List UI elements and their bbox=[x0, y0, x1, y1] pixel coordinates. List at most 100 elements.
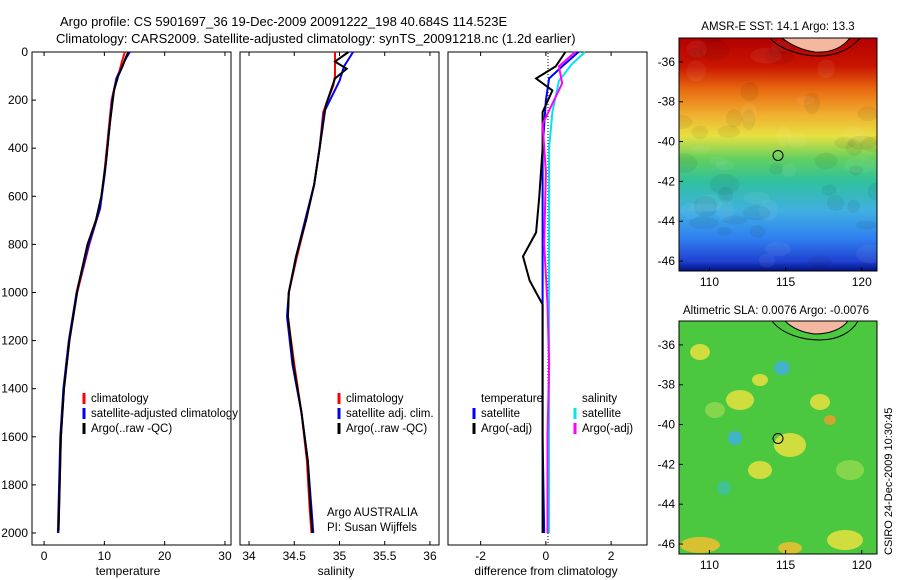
texture-blob bbox=[680, 202, 702, 219]
texture-blob bbox=[764, 48, 795, 65]
series-line bbox=[57, 51, 130, 531]
texture-blob bbox=[860, 136, 877, 153]
header-line1: Argo profile: CS 5901697_36 19-Dec-2009 … bbox=[60, 14, 507, 29]
legend-label: satellite bbox=[582, 408, 621, 420]
y-tick-label: 0 bbox=[21, 45, 28, 59]
texture-blob bbox=[781, 163, 797, 177]
legend-label: satellite bbox=[481, 408, 520, 420]
sla-anomaly-blob bbox=[774, 433, 806, 457]
x-tick-label: 30 bbox=[218, 549, 232, 563]
texture-blob bbox=[740, 82, 759, 102]
sla-anomaly-blob bbox=[752, 374, 768, 386]
sst-field bbox=[679, 38, 877, 271]
salinity-axes-frame bbox=[239, 51, 440, 546]
legend-heading: salinity bbox=[582, 393, 617, 405]
texture-blob bbox=[788, 132, 808, 149]
sla-map-title: Altimetric SLA: 0.0076 Argo: -0.0076 bbox=[683, 305, 869, 317]
sst-map-panel: AMSR-E SST: 14.1 Argo: 13.3 110 115 120 -36… bbox=[658, 21, 878, 289]
map-y-tick-label: -42 bbox=[658, 174, 676, 188]
salinity-annotation-1: Argo AUSTRALIA bbox=[327, 507, 418, 519]
texture-blob bbox=[693, 195, 718, 218]
legend-label: satellite adj. clim. bbox=[346, 408, 434, 420]
map-y-tick-label: -46 bbox=[658, 537, 676, 551]
legend-label: climatology bbox=[91, 393, 149, 405]
texture-blob bbox=[679, 153, 698, 174]
sla-anomaly-blob bbox=[728, 431, 742, 445]
header-line2: Climatology: CARS2009. Satellite-adjuste… bbox=[56, 31, 576, 46]
sst-argo-marker bbox=[772, 149, 784, 161]
texture-blob bbox=[679, 114, 693, 129]
salinity-annotation-2: PI: Susan Wijffels bbox=[327, 522, 417, 534]
sla-anomaly-blob bbox=[705, 402, 725, 418]
texture-blob bbox=[759, 253, 775, 268]
map-y-tick-label: -44 bbox=[658, 497, 676, 511]
x-tick-label: 36 bbox=[423, 549, 437, 563]
texture-blob bbox=[709, 156, 728, 166]
texture-blob bbox=[856, 220, 877, 230]
x-tick-label: 0 bbox=[41, 549, 48, 563]
temperature-panel: 0 200 400 600 800 1000 1200 1400 1600 1800 2000 0 1… bbox=[1, 45, 238, 578]
texture-blob bbox=[804, 92, 820, 115]
sst-contour bbox=[769, 38, 861, 57]
texture-blob bbox=[814, 152, 838, 170]
sla-anomaly-blob bbox=[827, 530, 863, 550]
y-tick-label: 800 bbox=[8, 237, 28, 251]
texture-blob bbox=[749, 225, 766, 238]
sla-map-panel: Altimetric SLA: 0.0076 Argo: -0.0076 110… bbox=[658, 305, 878, 572]
texture-blob bbox=[847, 135, 877, 150]
texture-blob bbox=[696, 194, 723, 212]
texture-blob bbox=[768, 162, 784, 175]
texture-blob bbox=[690, 145, 711, 154]
sst-texture bbox=[679, 38, 877, 269]
sla-anomaly-blob bbox=[726, 390, 754, 410]
legend-label: climatology bbox=[346, 393, 404, 405]
texture-blob bbox=[821, 184, 837, 196]
texture-blob bbox=[741, 102, 757, 124]
y-tick-label: 400 bbox=[8, 141, 28, 155]
x-tick-label: 35 bbox=[333, 549, 347, 563]
texture-blob bbox=[807, 255, 832, 269]
texture-blob bbox=[867, 182, 877, 201]
sla-anomaly-blob bbox=[810, 394, 830, 410]
legend-label: Argo(-adj) bbox=[481, 423, 532, 435]
x-tick-label: 34 bbox=[242, 549, 256, 563]
sst-map-frame bbox=[678, 37, 878, 272]
texture-blob bbox=[843, 125, 866, 144]
difference-panel: -2 0 2 difference from climatology tempera… bbox=[447, 51, 648, 578]
texture-blob bbox=[716, 227, 733, 236]
x-tick-label: -2 bbox=[475, 549, 486, 563]
map-y-tick-label: -36 bbox=[658, 338, 676, 352]
series-line bbox=[286, 51, 350, 534]
sla-anomaly-blob bbox=[690, 344, 710, 360]
map-x-tick-label: 110 bbox=[700, 275, 719, 289]
series-line bbox=[541, 51, 576, 533]
map-x-tick-label: 115 bbox=[776, 558, 795, 572]
x-tick-label: 35.5 bbox=[373, 549, 397, 563]
y-tick-label: 1200 bbox=[1, 334, 28, 348]
texture-blob bbox=[834, 137, 856, 149]
texture-blob bbox=[743, 191, 771, 204]
texture-blob bbox=[698, 38, 730, 61]
sla-anomaly-blob bbox=[680, 537, 720, 553]
texture-blob bbox=[844, 156, 877, 174]
texture-blob bbox=[857, 106, 877, 122]
texture-blob bbox=[817, 59, 835, 79]
texture-blob bbox=[716, 200, 735, 221]
legend-label: satellite-adjusted climatology bbox=[91, 408, 238, 420]
legend-label: Argo(..raw -QC) bbox=[346, 423, 427, 435]
sla-anomaly-blob bbox=[748, 461, 772, 479]
sla-argo-marker bbox=[772, 432, 784, 444]
y-tick-label: 1000 bbox=[1, 285, 28, 299]
map-y-tick-label: -40 bbox=[658, 418, 676, 432]
sla-anomaly-blob bbox=[836, 460, 864, 480]
legend-label: Argo(..raw -QC) bbox=[91, 423, 172, 435]
x-tick-label: 10 bbox=[98, 549, 112, 563]
map-y-tick-label: -44 bbox=[658, 214, 676, 228]
sla-anomaly-blob bbox=[824, 415, 836, 425]
texture-blob bbox=[856, 244, 877, 264]
sla-contour bbox=[771, 321, 859, 341]
texture-blob bbox=[849, 165, 863, 176]
y-tick-label: 1400 bbox=[1, 382, 28, 396]
texture-blob bbox=[764, 241, 791, 257]
y-tick-label: 1600 bbox=[1, 430, 28, 444]
